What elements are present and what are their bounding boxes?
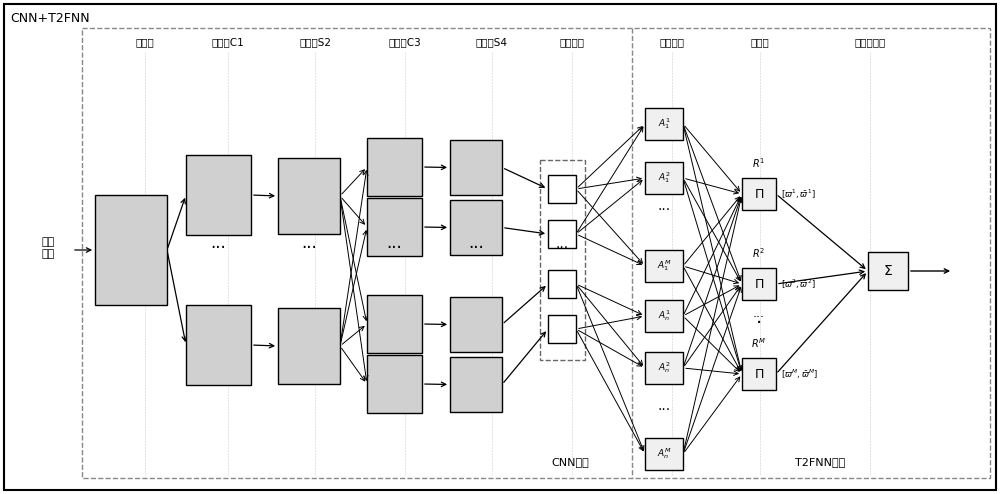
Text: [$\varpi^2, \bar{\varpi}^2$]: [$\varpi^2, \bar{\varpi}^2$] xyxy=(781,277,816,290)
Text: [$\varpi^M, \bar{\varpi}^M$]: [$\varpi^M, \bar{\varpi}^M$] xyxy=(781,368,818,381)
Bar xyxy=(367,355,422,413)
Text: CNN+T2FNN: CNN+T2FNN xyxy=(10,11,90,25)
Text: $A_n^1$: $A_n^1$ xyxy=(658,309,670,324)
Text: 采样层S4: 采样层S4 xyxy=(476,37,508,47)
Text: $A_1^M$: $A_1^M$ xyxy=(657,258,671,274)
Bar xyxy=(645,108,683,140)
Text: $\Pi$: $\Pi$ xyxy=(754,368,764,380)
Text: $A_1^2$: $A_1^2$ xyxy=(658,170,670,185)
Text: ···: ··· xyxy=(211,239,226,257)
Text: 场景
图像: 场景 图像 xyxy=(41,237,55,259)
Text: 降型输出层: 降型输出层 xyxy=(854,37,886,47)
Text: ···: ··· xyxy=(301,239,317,257)
Bar xyxy=(548,175,576,203)
Text: ···: ··· xyxy=(387,239,402,257)
Text: 模糊化层: 模糊化层 xyxy=(660,37,684,47)
Text: 采样层S2: 采样层S2 xyxy=(299,37,331,47)
Bar xyxy=(367,138,422,196)
Text: ···: ··· xyxy=(657,403,671,417)
Text: $\Pi$: $\Pi$ xyxy=(754,188,764,201)
Bar xyxy=(742,268,776,300)
Text: [$\varpi^1, \bar{\varpi}^1$]: [$\varpi^1, \bar{\varpi}^1$] xyxy=(781,187,816,201)
Bar xyxy=(645,352,683,384)
Bar xyxy=(367,295,422,353)
Bar xyxy=(742,358,776,390)
Text: $\Pi$: $\Pi$ xyxy=(754,278,764,290)
Text: 卷积层C1: 卷积层C1 xyxy=(212,37,244,47)
Bar xyxy=(548,315,576,343)
Bar xyxy=(450,140,502,195)
Text: 卷积层C3: 卷积层C3 xyxy=(389,37,421,47)
Bar xyxy=(450,357,502,412)
Text: 规则层: 规则层 xyxy=(751,37,769,47)
Bar xyxy=(186,305,251,385)
Text: ···: ··· xyxy=(753,312,765,325)
Text: $A_1^1$: $A_1^1$ xyxy=(658,117,670,131)
Text: $A_n^M$: $A_n^M$ xyxy=(657,447,671,461)
Bar xyxy=(95,195,167,305)
Text: CNN部分: CNN部分 xyxy=(551,457,589,467)
Bar xyxy=(278,158,340,234)
Text: 输入层: 输入层 xyxy=(136,37,154,47)
Text: $R^2$: $R^2$ xyxy=(752,246,766,260)
Text: $A_n^2$: $A_n^2$ xyxy=(658,361,670,375)
Bar xyxy=(278,308,340,384)
Bar xyxy=(645,250,683,282)
Text: ···: ··· xyxy=(657,203,671,217)
Bar xyxy=(450,297,502,352)
Bar xyxy=(450,200,502,255)
Text: 光栅化层: 光栅化层 xyxy=(560,37,584,47)
Bar xyxy=(548,220,576,248)
Bar xyxy=(645,162,683,194)
Text: $R^M$: $R^M$ xyxy=(751,336,767,350)
Bar xyxy=(645,438,683,470)
Bar xyxy=(186,155,251,235)
Bar xyxy=(540,160,585,360)
Bar xyxy=(645,300,683,332)
Text: $R^1$: $R^1$ xyxy=(752,156,766,170)
Bar xyxy=(367,198,422,256)
Text: $\Sigma$: $\Sigma$ xyxy=(883,264,893,278)
Bar xyxy=(742,178,776,210)
Text: T2FNN部分: T2FNN部分 xyxy=(795,457,845,467)
Text: ···: ··· xyxy=(468,239,484,257)
Text: ···: ··· xyxy=(555,241,569,255)
Bar xyxy=(548,270,576,298)
Bar xyxy=(868,252,908,290)
Text: ·: · xyxy=(756,314,762,332)
